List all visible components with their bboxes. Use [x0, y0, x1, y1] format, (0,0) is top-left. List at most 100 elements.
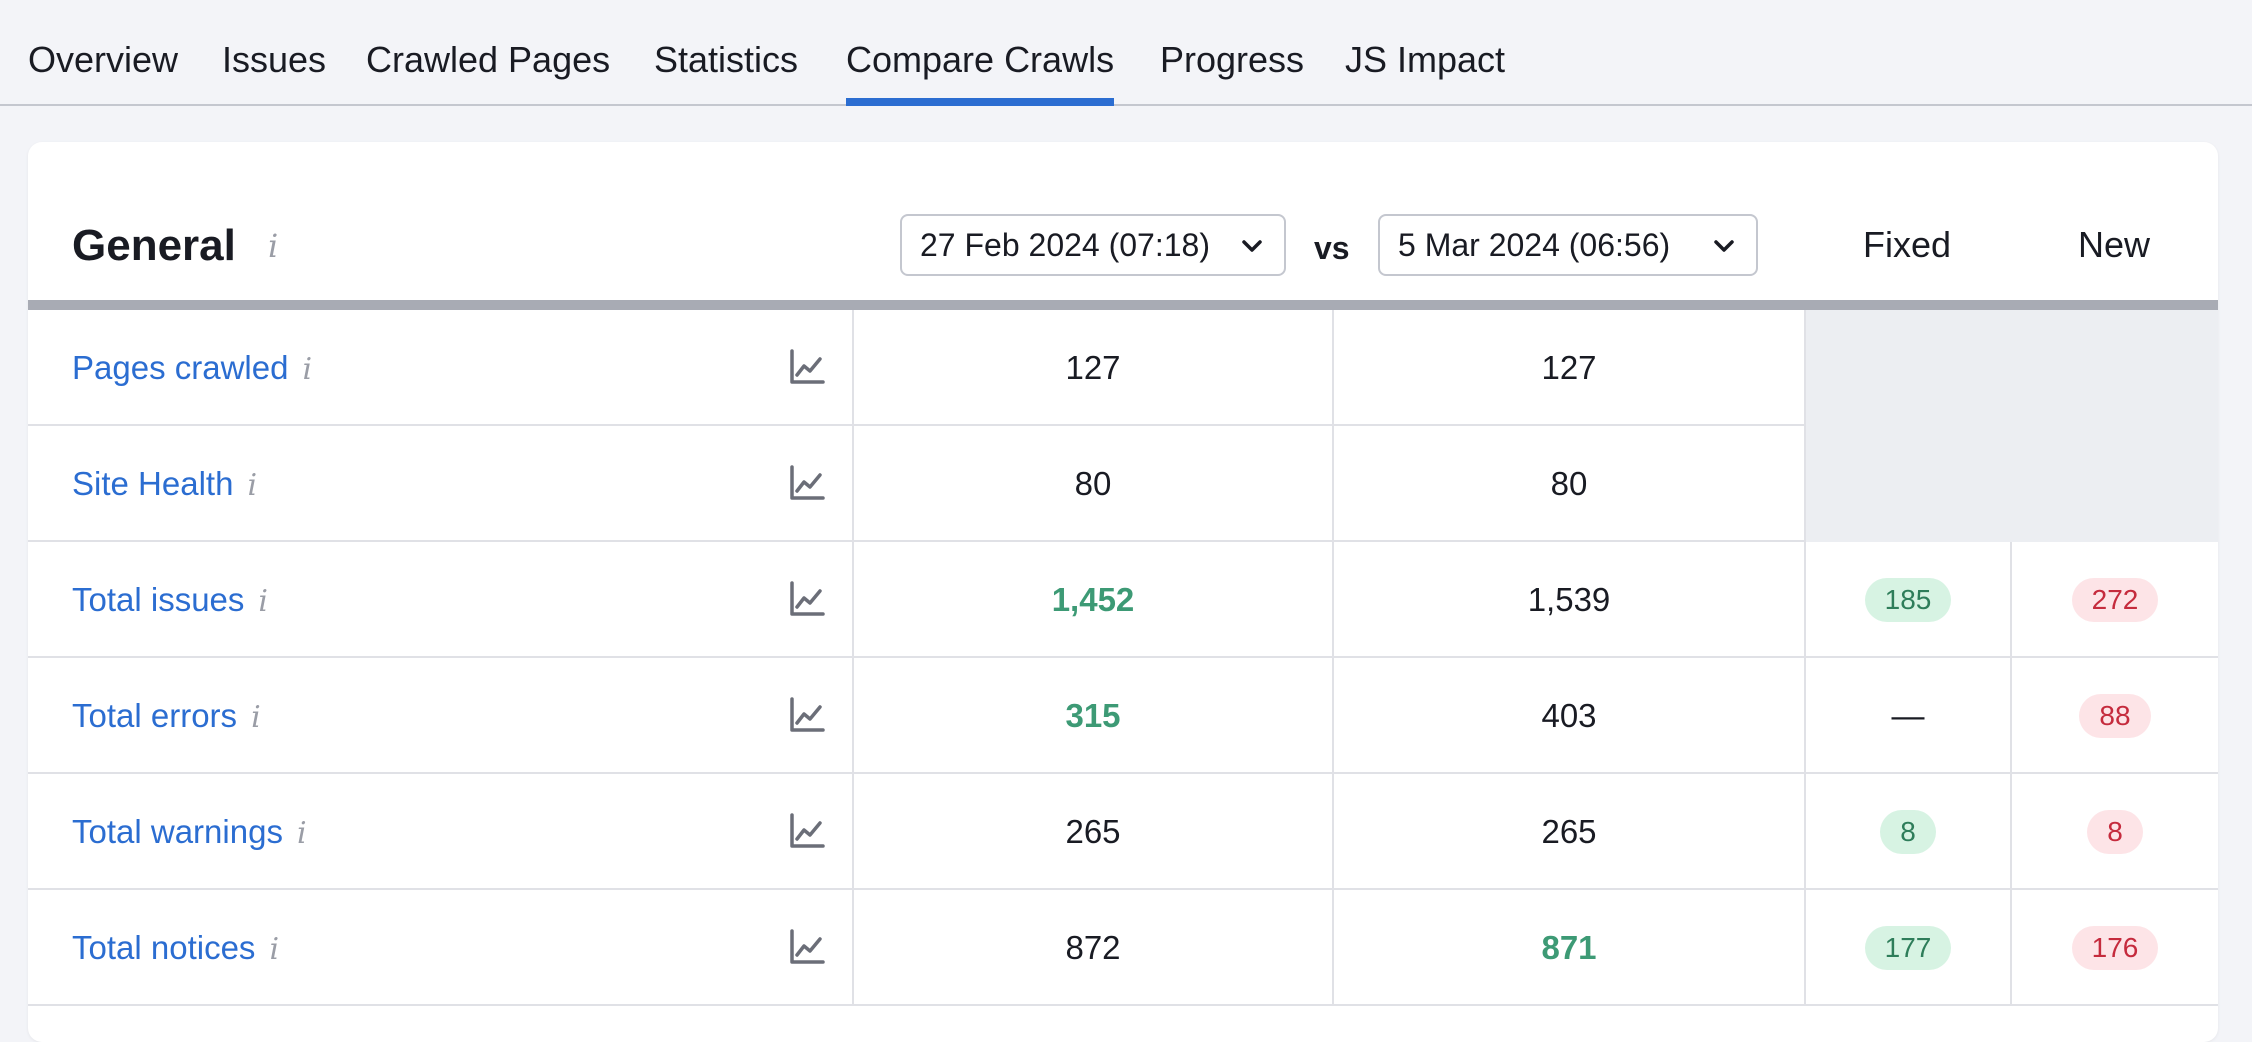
- vs-label: vs: [1314, 230, 1350, 266]
- column-header-fixed: Fixed: [1862, 224, 1952, 265]
- table-row: Site Health i 80 80: [28, 426, 2218, 542]
- crawl-b-value: 1,539: [1527, 581, 1611, 618]
- info-icon[interactable]: i: [296, 816, 307, 851]
- tab-statistics[interactable]: Statistics: [654, 39, 799, 80]
- tab-js-impact[interactable]: JS Impact: [1345, 39, 1506, 80]
- column-divider: [1804, 658, 1806, 774]
- chart-line-icon[interactable]: [788, 580, 826, 618]
- chart-line-icon[interactable]: [788, 928, 826, 966]
- column-divider: [1804, 310, 1806, 426]
- column-divider: [1804, 542, 1806, 658]
- fixed-cell: 8: [1806, 774, 2010, 890]
- metric-label: Pages crawled: [72, 349, 289, 386]
- info-icon[interactable]: i: [258, 584, 269, 619]
- metric-link[interactable]: Total errors i: [72, 658, 261, 774]
- crawl-b-value: 80: [1550, 465, 1588, 502]
- crawl-a-value: 872: [1065, 929, 1121, 966]
- crawl-b-value: 403: [1541, 697, 1597, 734]
- info-icon[interactable]: i: [302, 352, 313, 387]
- chevron-down-icon: [1714, 240, 1734, 252]
- column-divider: [2010, 890, 2012, 1006]
- fixed-empty-dash: —: [1891, 697, 1925, 734]
- section-title: General: [72, 221, 236, 270]
- metric-link[interactable]: Total issues i: [72, 542, 268, 658]
- chevron-down-icon: [1242, 240, 1262, 252]
- new-cell: 88: [2012, 658, 2218, 774]
- crawl-a-value: 1,452: [1051, 581, 1135, 618]
- column-divider: [2010, 542, 2012, 658]
- metric-link[interactable]: Site Health i: [72, 426, 257, 542]
- column-divider: [1804, 890, 1806, 1006]
- new-count-badge[interactable]: 88: [2079, 694, 2151, 738]
- header-divider: [28, 300, 2218, 310]
- new-cell: 8: [2012, 774, 2218, 890]
- info-icon[interactable]: i: [247, 468, 258, 503]
- column-divider: [852, 542, 854, 658]
- empty-cell: [1804, 310, 2218, 426]
- column-divider: [1332, 426, 1334, 542]
- new-cell: 176: [2012, 890, 2218, 1006]
- table-row: Total issues i 1,452 1,539 185 272: [28, 542, 2218, 658]
- table-row: Pages crawled i 127 127: [28, 310, 2218, 426]
- table-row: Total errors i 315 403 — 88: [28, 658, 2218, 774]
- column-divider: [852, 310, 854, 426]
- metric-label: Total errors: [72, 697, 238, 734]
- info-icon[interactable]: i: [269, 932, 280, 967]
- crawl-a-value: 315: [1065, 697, 1121, 734]
- empty-cell: [1804, 426, 2218, 542]
- column-divider: [1332, 542, 1334, 658]
- tab-issues[interactable]: Issues: [222, 39, 327, 80]
- fixed-cell: 177: [1806, 890, 2010, 1006]
- fixed-cell: —: [1806, 658, 2010, 774]
- crawl-a-value: 80: [1074, 465, 1112, 502]
- metric-label: Total warnings: [72, 813, 283, 850]
- info-icon[interactable]: i: [251, 700, 261, 735]
- tab-overview[interactable]: Overview: [28, 39, 179, 80]
- metric-link[interactable]: Total notices i: [72, 890, 279, 1006]
- crawl-a-value: 127: [1065, 349, 1121, 386]
- crawl-b-label: 5 Mar 2024 (06:56): [1398, 227, 1671, 263]
- column-divider: [1804, 426, 1806, 542]
- info-icon[interactable]: i: [268, 227, 279, 265]
- fixed-cell: 185: [1806, 542, 2010, 658]
- fixed-count-badge[interactable]: 8: [1880, 810, 1936, 854]
- chart-line-icon[interactable]: [788, 464, 826, 502]
- tab-crawled-pages[interactable]: Crawled Pages: [366, 39, 611, 80]
- metric-link[interactable]: Total warnings i: [72, 774, 307, 890]
- new-count-badge[interactable]: 272: [2071, 578, 2159, 622]
- table-row: Total notices i 872 871 177 176: [28, 890, 2218, 1006]
- column-divider: [852, 774, 854, 890]
- metric-link[interactable]: Pages crawled i: [72, 310, 312, 426]
- column-divider: [2010, 658, 2012, 774]
- column-divider: [852, 890, 854, 1006]
- table-row: Total warnings i 265 265 8 8: [28, 774, 2218, 890]
- crawl-b-value: 127: [1541, 349, 1597, 386]
- metric-label: Total issues: [72, 581, 245, 618]
- tab-progress[interactable]: Progress: [1160, 39, 1305, 80]
- new-count-badge[interactable]: 176: [2071, 926, 2159, 970]
- new-cell: 272: [2012, 542, 2218, 658]
- chart-line-icon[interactable]: [788, 696, 826, 734]
- tab-compare-crawls[interactable]: Compare Crawls: [846, 36, 1115, 106]
- fixed-count-badge[interactable]: 185: [1864, 578, 1952, 622]
- column-divider: [852, 658, 854, 774]
- column-divider: [1804, 774, 1806, 890]
- column-divider: [1332, 890, 1334, 1006]
- crawl-a-dropdown[interactable]: 27 Feb 2024 (07:18): [900, 214, 1286, 276]
- crawl-a-value: 265: [1065, 813, 1121, 850]
- fixed-count-badge[interactable]: 177: [1864, 926, 1952, 970]
- column-header-new: New: [2077, 224, 2151, 265]
- chart-line-icon[interactable]: [788, 348, 826, 386]
- chart-line-icon[interactable]: [788, 812, 826, 850]
- column-divider: [1332, 310, 1334, 426]
- general-comparison-card: General i 27 Feb 2024 (07:18) vs 5 Mar 2…: [28, 142, 2218, 1042]
- metric-label: Site Health: [72, 465, 234, 502]
- column-divider: [852, 426, 854, 542]
- column-divider: [1332, 774, 1334, 890]
- crawl-b-value: 871: [1541, 929, 1597, 966]
- metric-label: Total notices: [72, 929, 256, 966]
- crawl-a-label: 27 Feb 2024 (07:18): [920, 227, 1210, 263]
- new-count-badge[interactable]: 8: [2087, 810, 2143, 854]
- crawl-b-dropdown[interactable]: 5 Mar 2024 (06:56): [1378, 214, 1758, 276]
- column-divider: [2010, 774, 2012, 890]
